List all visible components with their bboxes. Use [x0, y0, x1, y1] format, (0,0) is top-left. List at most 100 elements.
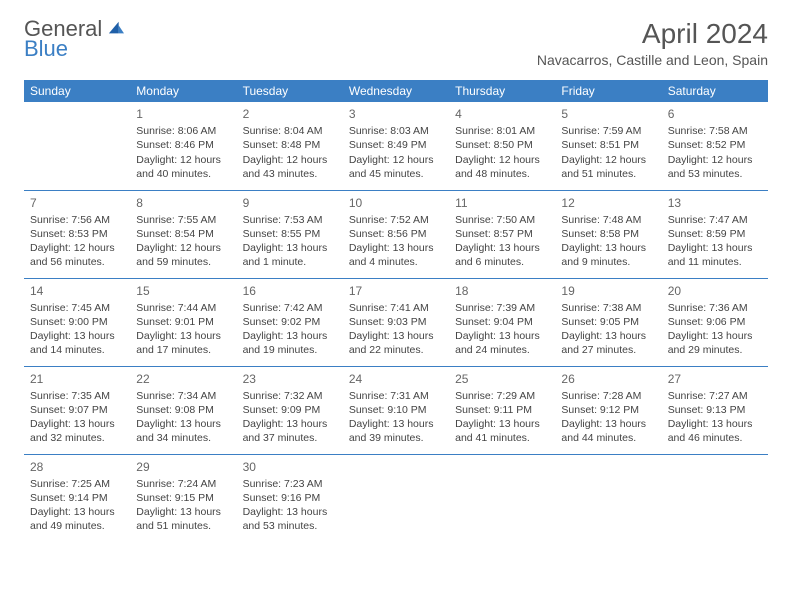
daylight-line: Daylight: 13 hours — [455, 241, 549, 255]
sunrise-line: Sunrise: 7:38 AM — [561, 301, 655, 315]
sunrise-line: Sunrise: 7:59 AM — [561, 124, 655, 138]
daylight-line: and 45 minutes. — [349, 167, 443, 181]
sunset-line: Sunset: 8:48 PM — [243, 138, 337, 152]
daylight-line: and 53 minutes. — [243, 519, 337, 533]
sunrise-line: Sunrise: 7:34 AM — [136, 389, 230, 403]
day-number: 15 — [136, 283, 230, 299]
calendar-cell: 29Sunrise: 7:24 AMSunset: 9:15 PMDayligh… — [130, 454, 236, 542]
daylight-line: Daylight: 13 hours — [30, 505, 124, 519]
sunrise-line: Sunrise: 7:55 AM — [136, 213, 230, 227]
daylight-line: and 43 minutes. — [243, 167, 337, 181]
daylight-line: Daylight: 13 hours — [136, 329, 230, 343]
sunset-line: Sunset: 8:51 PM — [561, 138, 655, 152]
daylight-line: Daylight: 13 hours — [30, 329, 124, 343]
sunrise-line: Sunrise: 7:56 AM — [30, 213, 124, 227]
sunrise-line: Sunrise: 7:24 AM — [136, 477, 230, 491]
weekday-header: Saturday — [662, 80, 768, 102]
daylight-line: Daylight: 13 hours — [136, 417, 230, 431]
sunset-line: Sunset: 8:50 PM — [455, 138, 549, 152]
sunrise-line: Sunrise: 7:58 AM — [668, 124, 762, 138]
daylight-line: Daylight: 13 hours — [136, 505, 230, 519]
sunset-line: Sunset: 9:14 PM — [30, 491, 124, 505]
calendar-cell: 24Sunrise: 7:31 AMSunset: 9:10 PMDayligh… — [343, 366, 449, 454]
calendar-cell: 23Sunrise: 7:32 AMSunset: 9:09 PMDayligh… — [237, 366, 343, 454]
daylight-line: Daylight: 12 hours — [561, 153, 655, 167]
calendar-cell: 13Sunrise: 7:47 AMSunset: 8:59 PMDayligh… — [662, 190, 768, 278]
day-number: 23 — [243, 371, 337, 387]
daylight-line: Daylight: 13 hours — [243, 241, 337, 255]
calendar-cell: 11Sunrise: 7:50 AMSunset: 8:57 PMDayligh… — [449, 190, 555, 278]
daylight-line: and 32 minutes. — [30, 431, 124, 445]
calendar-cell — [662, 454, 768, 542]
sunset-line: Sunset: 9:16 PM — [243, 491, 337, 505]
calendar-cell — [343, 454, 449, 542]
day-number: 14 — [30, 283, 124, 299]
sunset-line: Sunset: 8:54 PM — [136, 227, 230, 241]
day-number: 28 — [30, 459, 124, 475]
day-number: 27 — [668, 371, 762, 387]
sunset-line: Sunset: 9:01 PM — [136, 315, 230, 329]
sunset-line: Sunset: 8:57 PM — [455, 227, 549, 241]
daylight-line: Daylight: 12 hours — [243, 153, 337, 167]
daylight-line: Daylight: 13 hours — [30, 417, 124, 431]
day-number: 10 — [349, 195, 443, 211]
calendar-table: SundayMondayTuesdayWednesdayThursdayFrid… — [24, 80, 768, 542]
calendar-cell: 19Sunrise: 7:38 AMSunset: 9:05 PMDayligh… — [555, 278, 661, 366]
calendar-head: SundayMondayTuesdayWednesdayThursdayFrid… — [24, 80, 768, 102]
sunrise-line: Sunrise: 7:36 AM — [668, 301, 762, 315]
day-number: 1 — [136, 106, 230, 122]
daylight-line: Daylight: 12 hours — [136, 153, 230, 167]
calendar-cell: 21Sunrise: 7:35 AMSunset: 9:07 PMDayligh… — [24, 366, 130, 454]
day-number: 26 — [561, 371, 655, 387]
day-number: 24 — [349, 371, 443, 387]
calendar-cell: 16Sunrise: 7:42 AMSunset: 9:02 PMDayligh… — [237, 278, 343, 366]
header: GeneralBlue April 2024 Navacarros, Casti… — [24, 18, 768, 68]
sunset-line: Sunset: 9:07 PM — [30, 403, 124, 417]
day-number: 25 — [455, 371, 549, 387]
daylight-line: Daylight: 13 hours — [561, 417, 655, 431]
sunrise-line: Sunrise: 8:04 AM — [243, 124, 337, 138]
day-number: 30 — [243, 459, 337, 475]
calendar-cell — [449, 454, 555, 542]
daylight-line: and 11 minutes. — [668, 255, 762, 269]
calendar-cell: 12Sunrise: 7:48 AMSunset: 8:58 PMDayligh… — [555, 190, 661, 278]
daylight-line: Daylight: 12 hours — [30, 241, 124, 255]
sunrise-line: Sunrise: 7:41 AM — [349, 301, 443, 315]
sunrise-line: Sunrise: 7:53 AM — [243, 213, 337, 227]
calendar-cell: 17Sunrise: 7:41 AMSunset: 9:03 PMDayligh… — [343, 278, 449, 366]
day-number: 18 — [455, 283, 549, 299]
calendar-cell: 4Sunrise: 8:01 AMSunset: 8:50 PMDaylight… — [449, 102, 555, 190]
weekday-header: Monday — [130, 80, 236, 102]
day-number: 4 — [455, 106, 549, 122]
sunrise-line: Sunrise: 7:32 AM — [243, 389, 337, 403]
sunset-line: Sunset: 9:04 PM — [455, 315, 549, 329]
sail-icon — [104, 18, 126, 40]
day-number: 20 — [668, 283, 762, 299]
sunset-line: Sunset: 9:00 PM — [30, 315, 124, 329]
day-number: 22 — [136, 371, 230, 387]
title-block: April 2024 Navacarros, Castille and Leon… — [537, 18, 768, 68]
calendar-cell: 15Sunrise: 7:44 AMSunset: 9:01 PMDayligh… — [130, 278, 236, 366]
calendar-cell: 14Sunrise: 7:45 AMSunset: 9:00 PMDayligh… — [24, 278, 130, 366]
calendar-cell: 10Sunrise: 7:52 AMSunset: 8:56 PMDayligh… — [343, 190, 449, 278]
day-number: 7 — [30, 195, 124, 211]
weekday-header: Wednesday — [343, 80, 449, 102]
sunrise-line: Sunrise: 8:03 AM — [349, 124, 443, 138]
daylight-line: and 56 minutes. — [30, 255, 124, 269]
day-number: 13 — [668, 195, 762, 211]
sunrise-line: Sunrise: 7:23 AM — [243, 477, 337, 491]
sunrise-line: Sunrise: 7:50 AM — [455, 213, 549, 227]
daylight-line: and 53 minutes. — [668, 167, 762, 181]
day-number: 19 — [561, 283, 655, 299]
daylight-line: and 37 minutes. — [243, 431, 337, 445]
sunset-line: Sunset: 8:56 PM — [349, 227, 443, 241]
month-title: April 2024 — [537, 18, 768, 50]
sunset-line: Sunset: 8:49 PM — [349, 138, 443, 152]
sunset-line: Sunset: 8:46 PM — [136, 138, 230, 152]
calendar-cell: 22Sunrise: 7:34 AMSunset: 9:08 PMDayligh… — [130, 366, 236, 454]
daylight-line: Daylight: 12 hours — [349, 153, 443, 167]
day-number: 12 — [561, 195, 655, 211]
daylight-line: Daylight: 13 hours — [561, 329, 655, 343]
daylight-line: and 48 minutes. — [455, 167, 549, 181]
day-number: 5 — [561, 106, 655, 122]
